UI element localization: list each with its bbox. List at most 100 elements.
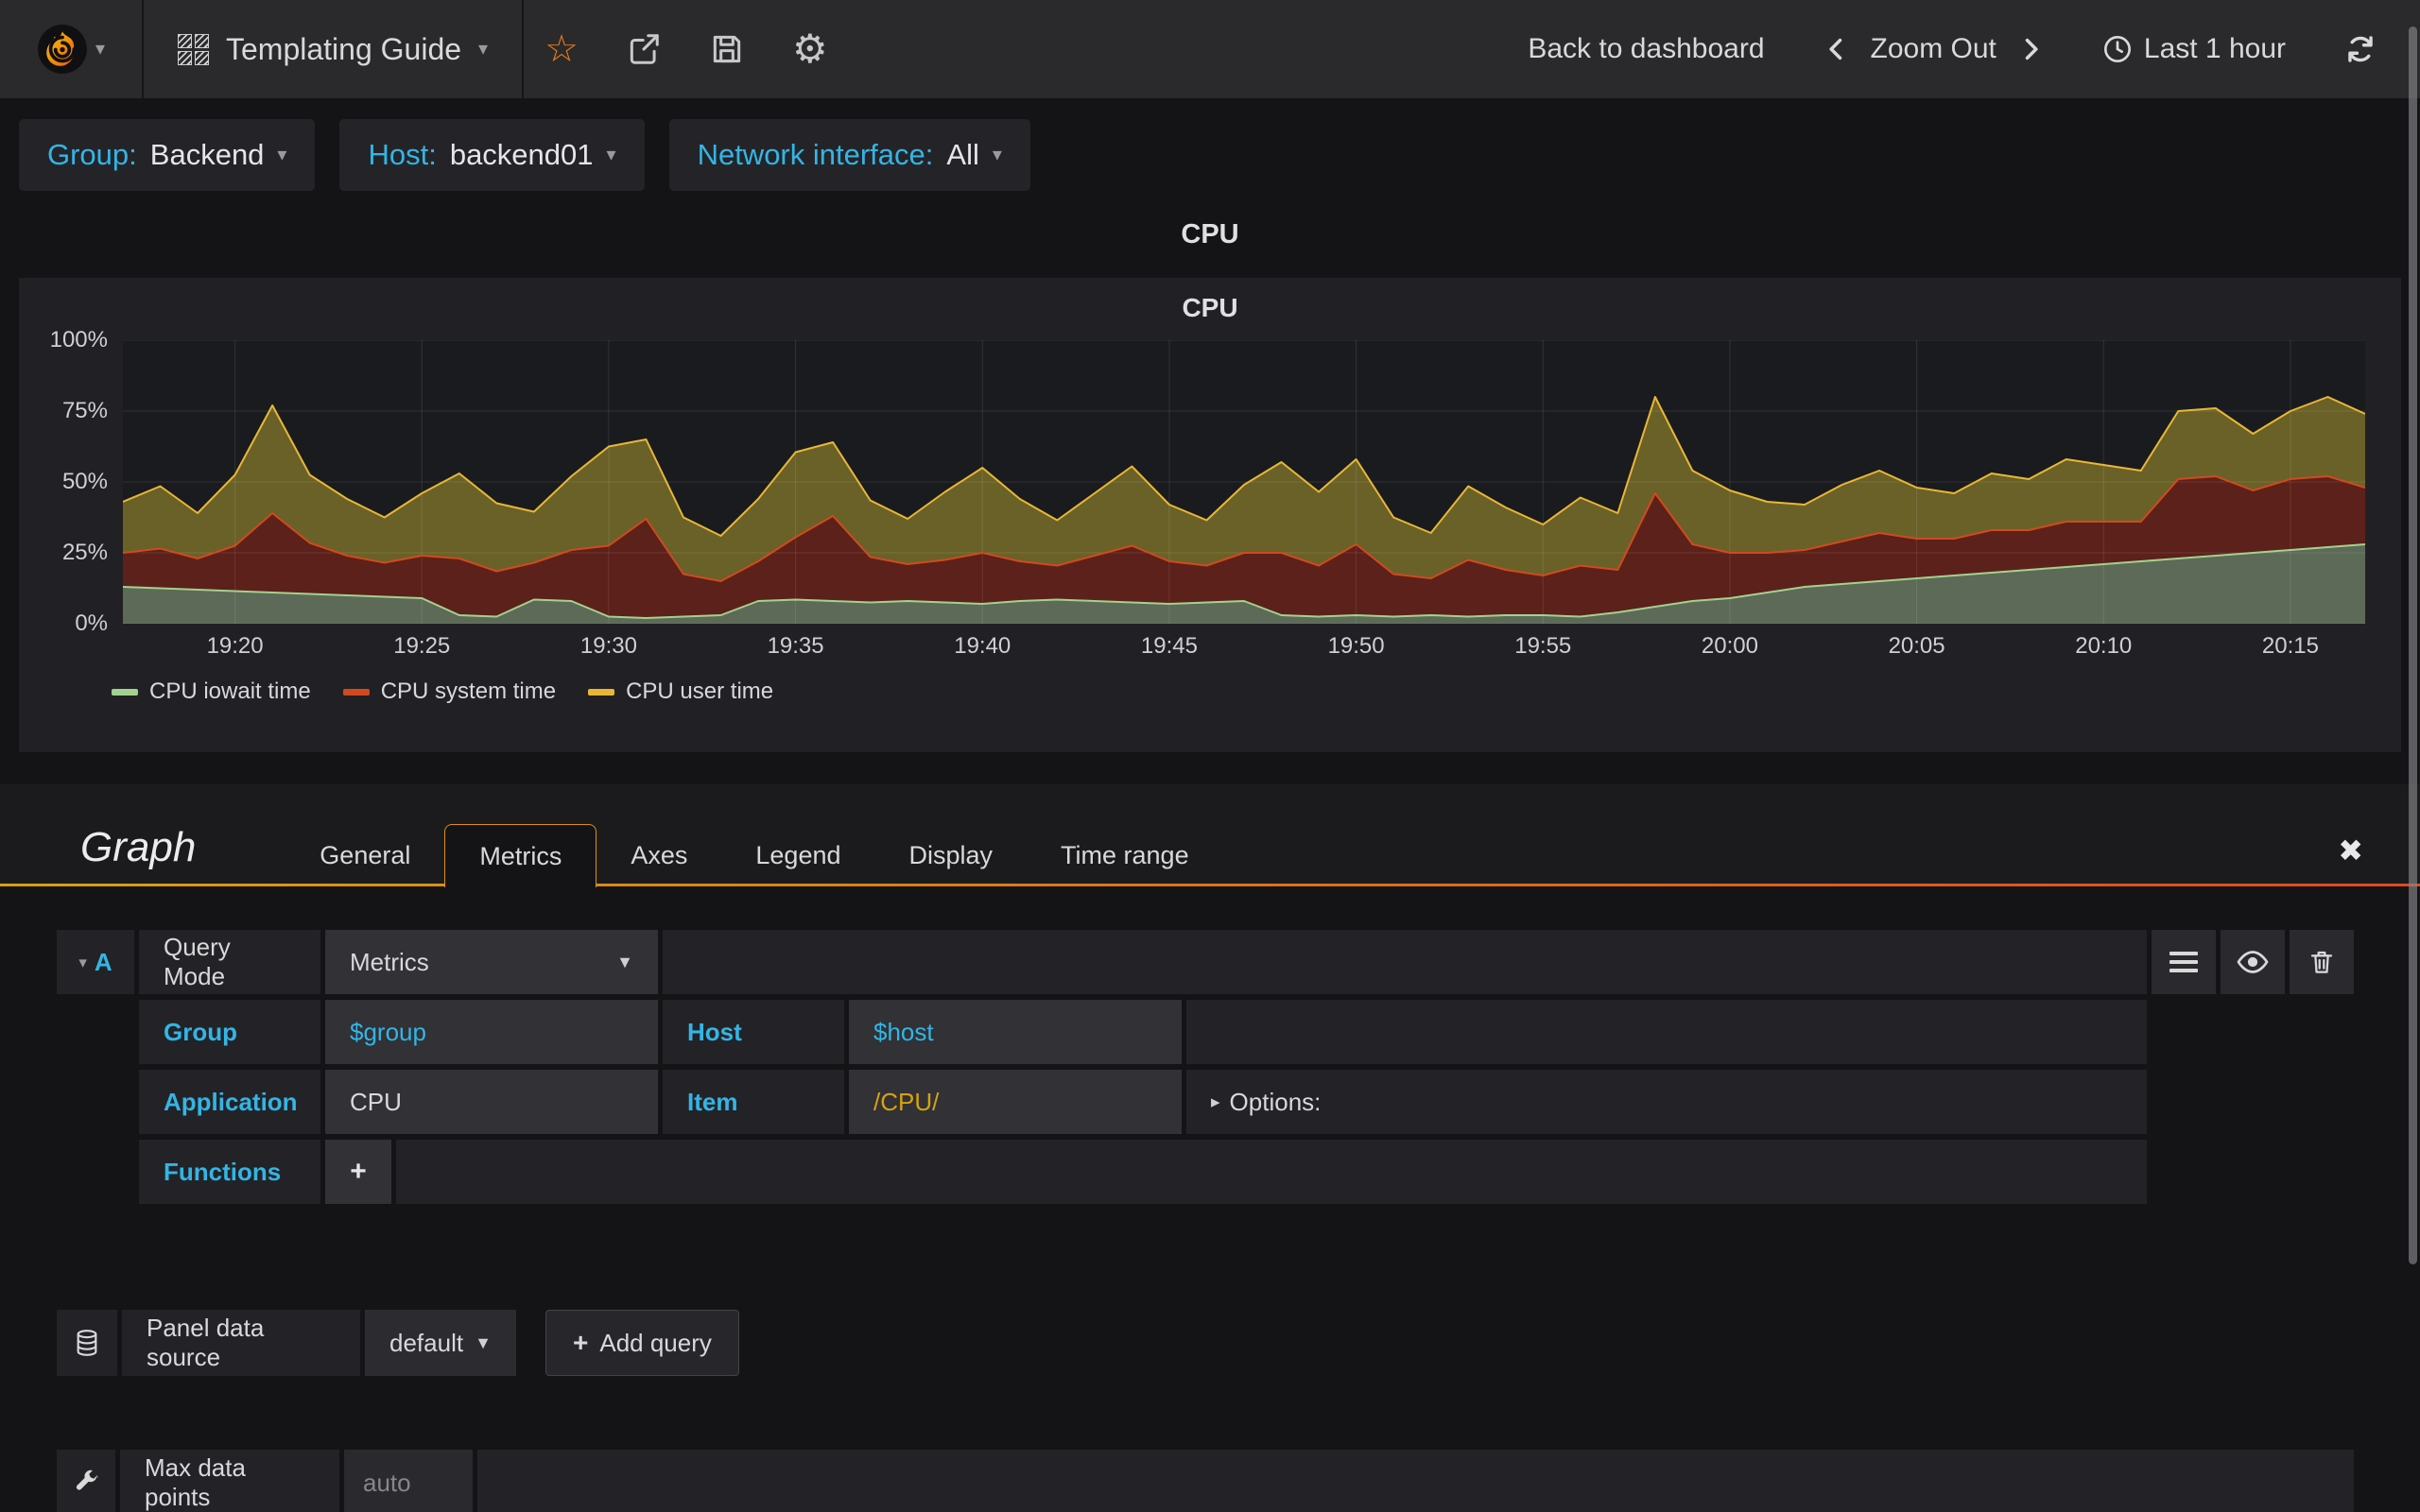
star-button[interactable]: ☆ <box>544 30 579 68</box>
functions-label: Functions <box>139 1140 320 1204</box>
options-toggle[interactable]: ▸ Options: <box>1211 1087 1322 1116</box>
y-axis-labels: 100% 75% 50% 25% 0% <box>49 327 108 636</box>
variable-value: backend01 <box>449 138 594 171</box>
cpu-panel: CPU 100% 75% 50% 25% 0% 19:20 19:25 19:3… <box>19 278 2401 752</box>
dashboard-caret-icon: ▾ <box>478 39 489 60</box>
panel-title[interactable]: CPU <box>1182 293 1238 322</box>
legend-swatch <box>342 688 370 696</box>
variable-value: All <box>946 138 979 171</box>
legend-item-user[interactable]: CPU user time <box>588 679 773 705</box>
cpu-graph-svg <box>123 340 2365 624</box>
application-input[interactable]: CPU <box>325 1070 658 1134</box>
max-data-points-input[interactable] <box>344 1450 473 1512</box>
tab-metrics[interactable]: Metrics <box>444 824 597 887</box>
share-icon <box>630 34 659 64</box>
database-icon <box>77 1330 97 1356</box>
graph-canvas[interactable] <box>123 340 2365 624</box>
wrench-icon <box>76 1469 98 1490</box>
add-function-button[interactable]: + <box>325 1140 391 1204</box>
chevron-right-icon: ▸ <box>1211 1091 1220 1112</box>
query-collapse-toggle[interactable]: ▾ A <box>57 930 134 994</box>
save-button[interactable] <box>709 31 745 67</box>
item-label: Item <box>663 1070 844 1134</box>
close-editor-button[interactable]: ✖ <box>2338 835 2363 866</box>
query-mode-select[interactable]: Metrics ▼ <box>325 930 658 994</box>
variable-label: Group: <box>47 138 137 171</box>
time-range-label: Last 1 hour <box>2143 33 2286 64</box>
refresh-button[interactable] <box>2344 33 2377 65</box>
dashboard-grid-icon <box>178 33 209 65</box>
select-caret-icon: ▼ <box>475 1333 492 1352</box>
datasource-icon-cell <box>57 1310 117 1376</box>
panel-type-label: Graph <box>80 824 197 870</box>
editor-tabs: General Metrics Axes Legend Display Time… <box>285 784 1222 887</box>
group-input[interactable]: $group <box>325 1000 658 1064</box>
chevron-right-icon <box>2025 38 2038 60</box>
logo-caret-icon: ▾ <box>95 39 106 60</box>
time-shift-left-button[interactable] <box>1824 34 1850 64</box>
clock-icon <box>2103 36 2131 62</box>
chevron-down-icon: ▾ <box>606 145 616 165</box>
query-editor: ▾ A Query Mode Metrics ▼ <box>57 930 2354 1204</box>
panel-editor: Graph General Metrics Axes Legend Displa… <box>0 784 2420 1512</box>
select-caret-icon: ▼ <box>616 953 633 971</box>
variable-label: Network interface: <box>697 138 934 171</box>
tab-axes[interactable]: Axes <box>631 841 688 869</box>
variable-dropdown-netif[interactable]: Network interface: All ▾ <box>668 119 1030 191</box>
max-data-points-row: Max data points <box>57 1450 2354 1512</box>
tab-time-range[interactable]: Time range <box>1061 841 1189 869</box>
datasource-label: Panel data source <box>122 1310 360 1376</box>
dashboard-actions: ☆ ⚙ <box>524 0 849 98</box>
query-row-functions: Functions + <box>57 1140 2354 1204</box>
trash-icon <box>2310 951 2333 973</box>
query-menu-button[interactable] <box>2152 930 2216 994</box>
dashboard-picker[interactable]: Templating Guide ▾ <box>144 0 525 98</box>
zoom-out-button[interactable]: Zoom Out <box>1870 33 1996 64</box>
variable-dropdown-group[interactable]: Group: Backend ▾ <box>19 119 316 191</box>
variable-value: Backend <box>149 138 265 171</box>
chevron-down-icon: ▾ <box>277 145 287 165</box>
save-icon <box>713 35 741 63</box>
settings-button[interactable]: ⚙ <box>792 29 828 69</box>
grafana-logo-icon <box>37 24 88 75</box>
host-label: Host <box>663 1000 844 1064</box>
variable-dropdown-host[interactable]: Host: backend01 ▾ <box>339 119 645 191</box>
advanced-options-icon-cell <box>57 1450 115 1512</box>
variable-label: Host: <box>368 138 437 171</box>
tab-display[interactable]: Display <box>908 841 994 869</box>
time-shift-right-button[interactable] <box>2017 34 2044 64</box>
add-query-button[interactable]: + Add query <box>545 1310 739 1376</box>
eye-icon <box>2237 951 2269 973</box>
query-delete-button[interactable] <box>2290 930 2354 994</box>
datasource-row: Panel data source default ▼ + Add query <box>57 1310 2354 1376</box>
tab-general[interactable]: General <box>320 841 411 869</box>
template-variables: Group: Backend ▾ Host: backend01 ▾ Netwo… <box>0 98 2420 191</box>
query-row-group-host: Group $group Host $host <box>57 1000 2354 1064</box>
item-input[interactable]: /CPU/ <box>849 1070 1182 1134</box>
group-label: Group <box>139 1000 320 1064</box>
back-to-dashboard-link[interactable]: Back to dashboard <box>1528 33 1765 64</box>
query-row-application-item: Application CPU Item /CPU/ ▸ Options: <box>57 1070 2354 1134</box>
close-icon: ✖ <box>2338 833 2363 868</box>
query-ref-letter: A <box>94 947 112 976</box>
legend-swatch <box>588 688 615 696</box>
host-input[interactable]: $host <box>849 1000 1182 1064</box>
query-toggle-visibility-button[interactable] <box>2221 930 2285 994</box>
legend-swatch <box>112 688 138 696</box>
legend-item-iowait[interactable]: CPU iowait time <box>112 679 311 705</box>
legend-item-system[interactable]: CPU system time <box>342 679 556 705</box>
datasource-select[interactable]: default ▼ <box>365 1310 516 1376</box>
navbar-right: Back to dashboard Zoom Out Last 1 hour <box>1528 0 2420 98</box>
star-icon: ☆ <box>544 28 579 70</box>
grafana-logo-menu[interactable]: ▾ <box>0 0 144 98</box>
application-label: Application <box>139 1070 320 1134</box>
share-button[interactable] <box>626 31 662 67</box>
page-scrollbar[interactable] <box>2409 26 2417 1264</box>
chevron-down-icon: ▾ <box>992 145 1002 165</box>
tab-legend[interactable]: Legend <box>755 841 841 869</box>
time-picker-button[interactable]: Last 1 hour <box>2102 33 2286 65</box>
top-navbar: ▾ Templating Guide ▾ ☆ ⚙ <box>0 0 2420 98</box>
menu-icon <box>2169 952 2198 972</box>
query-row-a: ▾ A Query Mode Metrics ▼ <box>57 930 2354 994</box>
